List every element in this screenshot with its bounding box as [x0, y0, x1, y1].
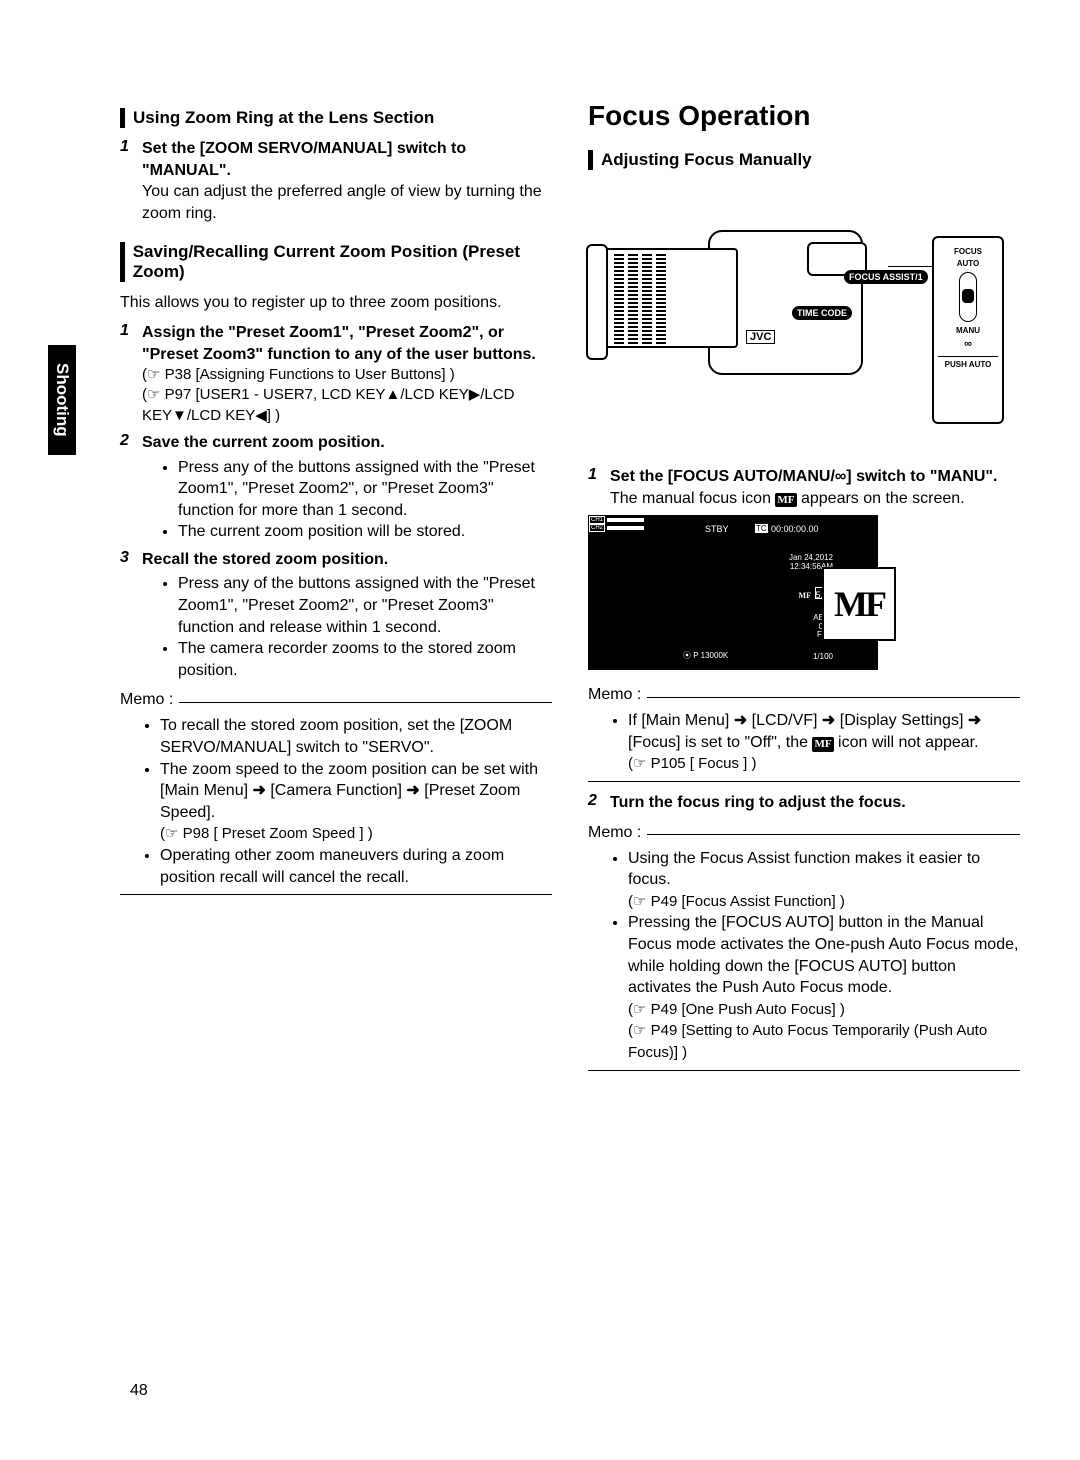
- step-title: Save the current zoom position.: [142, 432, 552, 454]
- intro-text: This allows you to register up to three …: [120, 292, 552, 314]
- osd-tc: 00:00:00.00: [771, 524, 819, 534]
- osd-stby: STBY: [705, 524, 729, 534]
- memo-item: Operating other zoom maneuvers during a …: [160, 845, 552, 888]
- step-num: 1: [120, 138, 142, 156]
- section-tab: Shooting: [48, 345, 76, 455]
- list-item: Press any of the buttons assigned with t…: [178, 573, 552, 638]
- focus-step-1: 1 Set the [FOCUS AUTO/MANU/∞] switch to …: [588, 466, 1020, 509]
- arrow-icon: ➜: [734, 712, 747, 729]
- step-1: 1 Set the [ZOOM SERVO/MANUAL] switch to …: [120, 138, 552, 224]
- step-title: Turn the focus ring to adjust the focus.: [610, 792, 1020, 814]
- switch-label: PUSH AUTO: [938, 360, 998, 369]
- step-title: Set the [ZOOM SERVO/MANUAL] switch to "M…: [142, 138, 552, 181]
- step-body: The manual focus icon MF appears on the …: [610, 488, 1020, 510]
- switch-pos: AUTO: [938, 259, 998, 268]
- heading-adjust-focus: Adjusting Focus Manually: [588, 150, 1020, 170]
- arrow-icon: ➜: [968, 712, 981, 729]
- ref: (☞ P97 [USER1 - USER7, LCD KEY▲/LCD KEY▶…: [142, 385, 552, 426]
- heading-focus-op: Focus Operation: [588, 100, 1020, 132]
- memo-item: To recall the stored zoom position, set …: [160, 715, 552, 758]
- memo-item: If [Main Menu] ➜ [LCD/VF] ➜ [Display Set…: [628, 710, 1020, 775]
- step-num: 1: [588, 466, 610, 484]
- osd-shutter: 1/100: [813, 652, 833, 661]
- step-num: 1: [120, 322, 142, 340]
- mf-icon: MF: [775, 493, 796, 508]
- heading-zoom-ring: Using Zoom Ring at the Lens Section: [120, 108, 552, 128]
- screen-illustration: STBY TC 00:00:00.00 Jan 24,2012 12:34:56…: [588, 515, 888, 670]
- ref: (☞ P49 [One Push Auto Focus] ): [628, 1001, 845, 1018]
- ref: (☞ P98 [ Preset Zoom Speed ] ): [160, 825, 373, 842]
- switch-pos: ∞: [938, 338, 998, 350]
- step-title: Set the [FOCUS AUTO/MANU/∞] switch to "M…: [610, 466, 1020, 488]
- memo-header: Memo :: [588, 824, 1020, 842]
- memo-item: Using the Focus Assist function makes it…: [628, 848, 1020, 913]
- focus-switch-detail: FOCUS AUTO MANU ∞ PUSH AUTO: [932, 236, 1004, 424]
- step-title: Recall the stored zoom position.: [142, 549, 552, 571]
- preset-step-3: 3 Recall the stored zoom position. Press…: [120, 549, 552, 682]
- heading-preset-zoom: Saving/Recalling Current Zoom Position (…: [120, 242, 552, 282]
- list-item: The camera recorder zooms to the stored …: [178, 638, 552, 681]
- memo-header: Memo :: [120, 691, 552, 709]
- ref: (☞ P49 [Focus Assist Function] ): [628, 893, 845, 910]
- preset-step-2: 2 Save the current zoom position. Press …: [120, 432, 552, 543]
- arrow-icon: ➜: [822, 712, 835, 729]
- step-num: 2: [120, 432, 142, 450]
- memo-item: The zoom speed to the zoom position can …: [160, 759, 552, 845]
- step-num: 2: [588, 792, 610, 810]
- switch-pos: MANU: [938, 326, 998, 335]
- osd-audio-levels: CH1 CH2: [589, 516, 669, 532]
- osd-tc-tag: TC: [755, 524, 768, 533]
- osd-wb: ⦿ P 13000K: [683, 650, 728, 661]
- mf-icon: MF: [812, 737, 833, 752]
- camera-illustration: JVC FOCUS ASSIST/1 TIME CODE FOCUS AUTO …: [588, 180, 1008, 450]
- right-column: Focus Operation Adjusting Focus Manually…: [588, 100, 1020, 1081]
- step-body: You can adjust the preferred angle of vi…: [142, 181, 552, 224]
- list-item: The current zoom position will be stored…: [178, 521, 552, 543]
- ref: (☞ P105 [ Focus ] ): [628, 755, 757, 772]
- step-title: Assign the "Preset Zoom1", "Preset Zoom2…: [142, 322, 552, 365]
- mf-callout: MF: [822, 567, 896, 641]
- arrow-icon: ➜: [252, 782, 265, 799]
- focus-step-2: 2 Turn the focus ring to adjust the focu…: [588, 792, 1020, 814]
- label-time-code: TIME CODE: [792, 306, 852, 320]
- left-column: Using Zoom Ring at the Lens Section 1 Se…: [60, 100, 552, 1081]
- label-focus-assist: FOCUS ASSIST/1: [844, 270, 928, 284]
- ref: (☞ P38 [Assigning Functions to User Butt…: [142, 365, 552, 385]
- brand-logo: JVC: [746, 330, 775, 344]
- preset-step-1: 1 Assign the "Preset Zoom1", "Preset Zoo…: [120, 322, 552, 426]
- memo-item: Pressing the [FOCUS AUTO] button in the …: [628, 912, 1020, 1063]
- page-number: 48: [130, 1382, 148, 1400]
- divider: [120, 894, 552, 895]
- divider: [588, 1070, 1020, 1071]
- arrow-icon: ➜: [406, 782, 419, 799]
- step-num: 3: [120, 549, 142, 567]
- list-item: Press any of the buttons assigned with t…: [178, 457, 552, 522]
- switch-label: FOCUS: [938, 247, 998, 256]
- memo-header: Memo :: [588, 686, 1020, 704]
- ref: (☞ P49 [Setting to Auto Focus Temporaril…: [628, 1022, 987, 1061]
- divider: [588, 781, 1020, 782]
